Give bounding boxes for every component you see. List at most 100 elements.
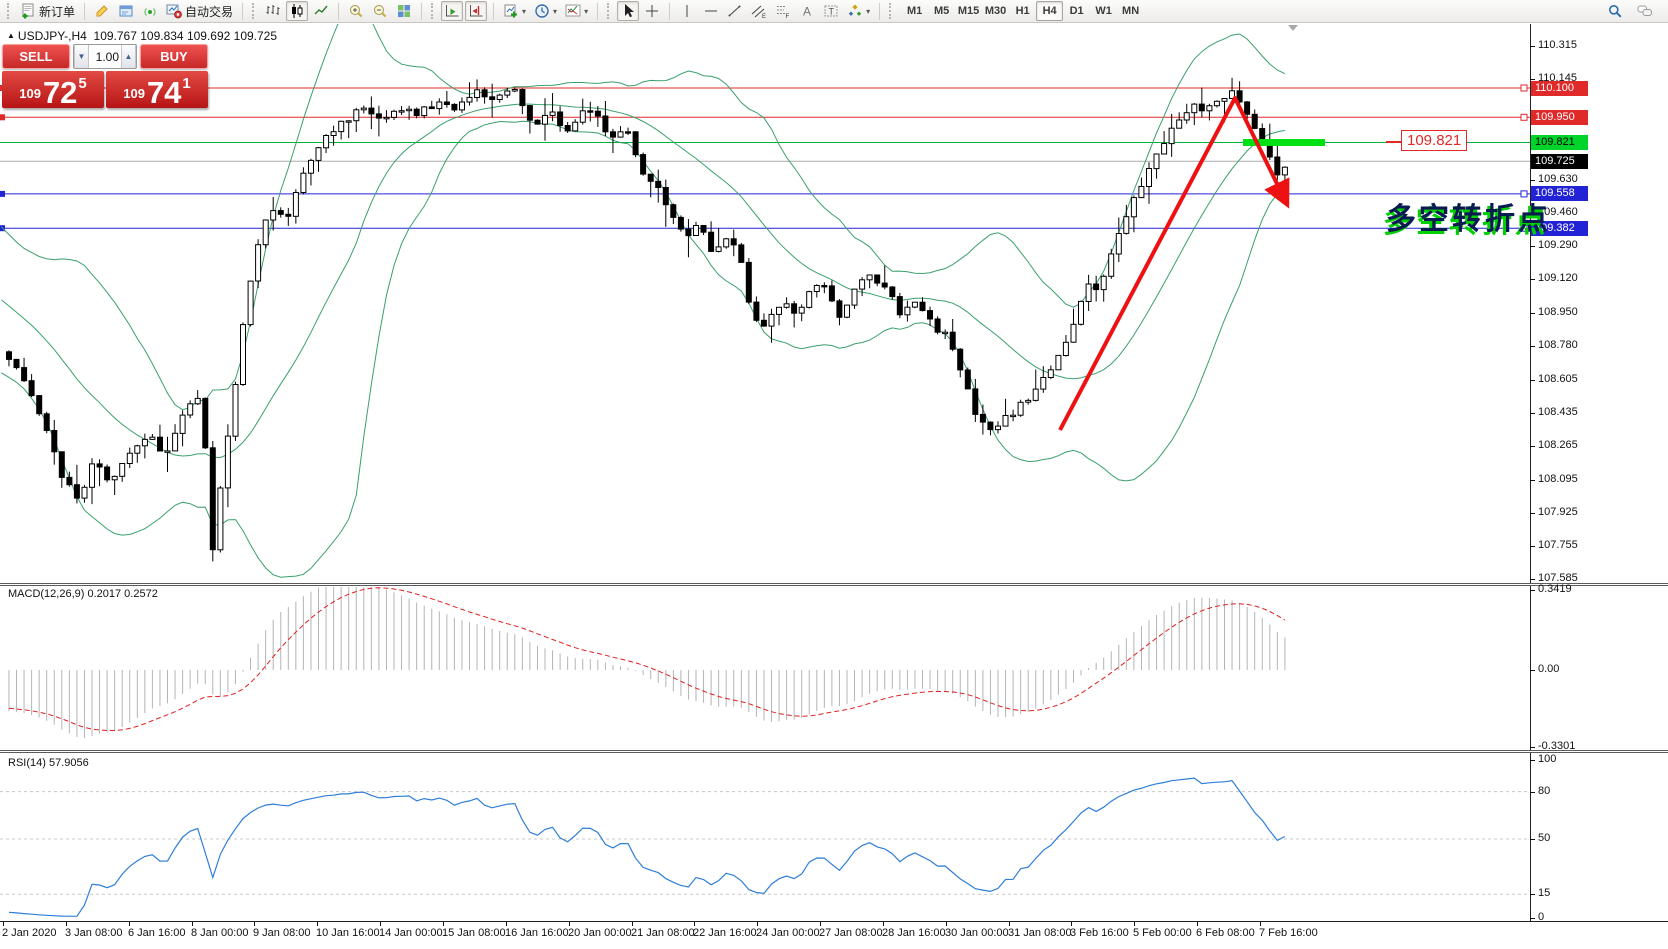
rsi-axis-tick[interactable]: 100 (1538, 753, 1557, 765)
main-chart-pane[interactable] (0, 24, 1531, 583)
timeframe-button-H4[interactable]: H4 (1036, 1, 1064, 21)
turning-point-annotation[interactable]: 多空转折点 (1386, 203, 1551, 236)
text-button[interactable]: A (796, 1, 818, 21)
price-axis-tick[interactable]: 107.925 (1538, 506, 1578, 518)
price-axis-tick[interactable]: 107.755 (1538, 539, 1578, 551)
autotrade-button[interactable]: 自动交易 (163, 1, 236, 21)
price-axis-tick[interactable]: 109.290 (1538, 239, 1578, 251)
buy-price-display[interactable]: 109 74 1 (106, 71, 208, 108)
rsi-axis-tick[interactable]: 80 (1538, 785, 1551, 797)
new-chart-dropdown[interactable]: ▾ (500, 1, 529, 21)
period-clock-dropdown[interactable]: ▾ (531, 1, 560, 21)
time-axis-label[interactable]: 7 Feb 16:00 (1259, 927, 1318, 939)
vertical-line-button[interactable] (676, 1, 698, 21)
timeframe-button-H1[interactable]: H1 (1015, 5, 1030, 17)
crosshair-button[interactable] (641, 1, 663, 21)
time-axis-label[interactable]: 16 Jan 16:00 (505, 927, 569, 939)
timeframe-button-M15[interactable]: M15 (957, 5, 980, 17)
toolbar-grip[interactable] (252, 3, 257, 19)
auto-scroll-button[interactable] (441, 1, 464, 21)
time-axis-label[interactable]: 6 Jan 16:00 (128, 927, 186, 939)
timeframe-button-M1[interactable]: M1 (906, 5, 923, 17)
macd-axis-tick[interactable]: 0.3419 (1538, 583, 1572, 595)
price-axis-tick[interactable]: 109.460 (1538, 206, 1578, 218)
price-axis-tick[interactable]: 108.605 (1538, 373, 1578, 385)
time-axis-label[interactable]: 22 Jan 16:00 (693, 927, 757, 939)
pane-splitter[interactable] (0, 750, 1668, 753)
price-axis-tick[interactable]: 107.585 (1538, 572, 1578, 584)
time-axis-label[interactable]: 6 Feb 08:00 (1196, 927, 1255, 939)
candlestick-chart-button[interactable] (286, 1, 309, 21)
cursor-button[interactable] (617, 1, 640, 21)
chart-shift-button[interactable] (465, 1, 488, 21)
timeframe-button-MN[interactable]: MN (1122, 5, 1140, 17)
time-axis-label[interactable]: 21 Jan 08:00 (631, 927, 695, 939)
metaeditor-button[interactable] (91, 1, 113, 21)
price-axis-tick[interactable]: 108.265 (1538, 439, 1578, 451)
timeframe-button-M30[interactable]: M30 (984, 5, 1007, 17)
chat-button[interactable] (1634, 1, 1656, 21)
timeframe-button-W1[interactable]: W1 (1095, 5, 1112, 17)
volume-increase-button[interactable]: ▲ (121, 45, 136, 68)
time-axis-label[interactable]: 8 Jan 00:00 (191, 927, 249, 939)
toolbar-grip[interactable] (431, 3, 436, 19)
terminal-button[interactable] (115, 1, 137, 21)
time-axis-label[interactable]: 3 Jan 08:00 (65, 927, 123, 939)
macd-axis-tick[interactable]: 0.00 (1538, 663, 1560, 675)
fibonacci-button[interactable]: F (772, 1, 794, 21)
sell-price-display[interactable]: 109 72 5 (2, 71, 104, 108)
zoom-in-button[interactable] (345, 1, 367, 21)
trendline-button[interactable] (724, 1, 746, 21)
price-axis-tick[interactable]: 109.120 (1538, 272, 1578, 284)
text-label-button[interactable]: T (820, 1, 842, 21)
toolbar-grip[interactable] (7, 3, 12, 19)
bar-chart-button[interactable] (262, 1, 284, 21)
price-axis-tick[interactable]: 108.095 (1538, 473, 1578, 485)
volume-decrease-button[interactable]: ▼ (74, 45, 89, 68)
indicators-dropdown[interactable]: ▾ (562, 1, 591, 21)
buy-button[interactable]: BUY (140, 44, 208, 69)
macd-axis-tick[interactable]: -0.3301 (1538, 740, 1576, 752)
price-axis-tick[interactable]: 108.780 (1538, 339, 1578, 351)
time-axis-label[interactable]: 24 Jan 00:00 (756, 927, 820, 939)
toolbar-grip[interactable] (607, 3, 612, 19)
time-axis-label[interactable]: 27 Jan 08:00 (819, 927, 883, 939)
time-axis-label[interactable]: 2 Jan 2020 (2, 927, 57, 939)
volume-input[interactable] (89, 45, 121, 68)
time-axis-label[interactable]: 30 Jan 00:00 (945, 927, 1009, 939)
price-flag-label[interactable]: 109.821 (1401, 130, 1468, 151)
time-axis-label[interactable]: 10 Jan 16:00 (316, 927, 380, 939)
search-button[interactable] (1604, 1, 1626, 21)
price-axis-tick[interactable]: 109.630 (1538, 173, 1578, 185)
rsi-axis-tick[interactable]: 50 (1538, 832, 1551, 844)
toolbar-grip[interactable] (889, 3, 894, 19)
zoom-out-button[interactable] (369, 1, 391, 21)
rsi-axis-tick[interactable]: 15 (1538, 887, 1551, 899)
sell-button[interactable]: SELL (2, 44, 70, 69)
timeframe-button-M5[interactable]: M5 (933, 5, 950, 17)
time-axis-label[interactable]: 20 Jan 00:00 (568, 927, 632, 939)
pane-splitter[interactable] (0, 583, 1668, 586)
rsi-pane[interactable] (0, 753, 1531, 921)
horizontal-line-button[interactable] (700, 1, 722, 21)
time-axis-label[interactable]: 15 Jan 08:00 (442, 927, 506, 939)
channel-button[interactable]: E (748, 1, 770, 21)
line-chart-button[interactable] (310, 1, 332, 21)
time-axis-label[interactable]: 5 Feb 00:00 (1133, 927, 1192, 939)
macd-pane[interactable] (0, 586, 1531, 750)
timeframe-button-D1[interactable]: D1 (1069, 5, 1084, 17)
new-order-button[interactable]: 新订单 (17, 1, 78, 21)
signals-button[interactable] (139, 1, 161, 21)
arrows-dropdown[interactable]: ▾ (844, 1, 873, 21)
rsi-axis-tick[interactable]: 0 (1538, 911, 1545, 923)
time-axis-label[interactable]: 31 Jan 08:00 (1008, 927, 1072, 939)
time-axis-label[interactable]: 28 Jan 16:00 (882, 927, 946, 939)
time-axis-label[interactable]: 9 Jan 08:00 (253, 927, 311, 939)
price-axis-tick[interactable]: 108.950 (1538, 306, 1578, 318)
time-axis-tick-mark (506, 922, 507, 926)
time-axis-label[interactable]: 14 Jan 00:00 (379, 927, 443, 939)
price-axis-tick[interactable]: 110.315 (1538, 39, 1577, 51)
tile-windows-button[interactable] (393, 1, 415, 21)
time-axis-label[interactable]: 3 Feb 16:00 (1070, 927, 1129, 939)
price-axis-tick[interactable]: 108.435 (1538, 406, 1578, 418)
